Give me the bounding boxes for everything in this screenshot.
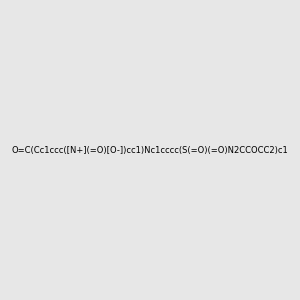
Text: O=C(Cc1ccc([N+](=O)[O-])cc1)Nc1cccc(S(=O)(=O)N2CCOCC2)c1: O=C(Cc1ccc([N+](=O)[O-])cc1)Nc1cccc(S(=O… [12, 146, 288, 154]
